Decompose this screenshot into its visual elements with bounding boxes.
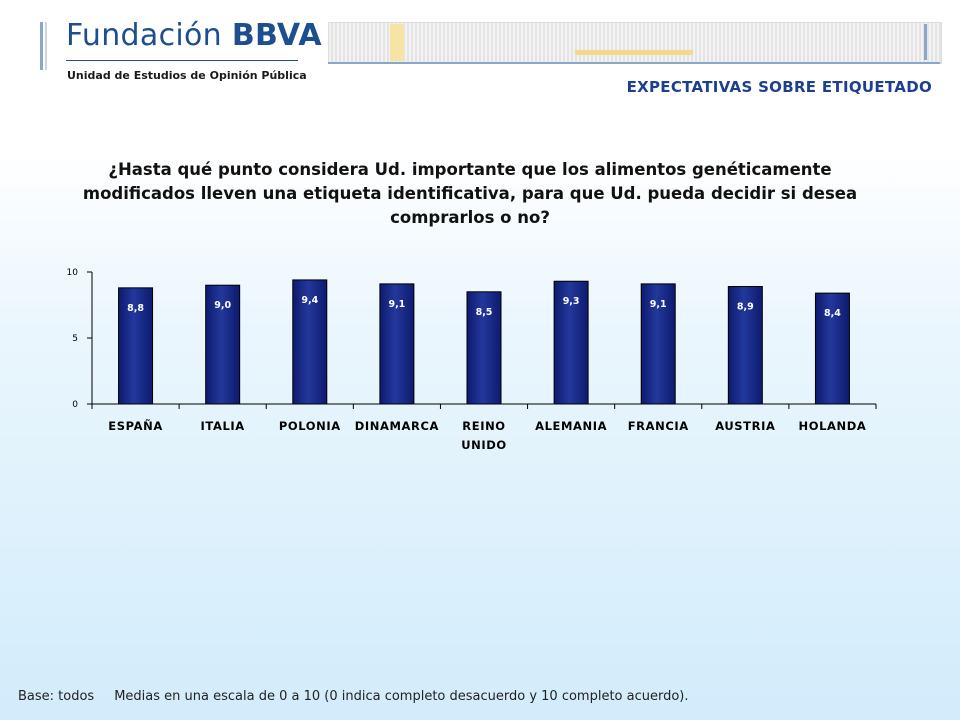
banner-highlight bbox=[390, 24, 404, 61]
bar bbox=[379, 283, 415, 405]
y-tick-label: 5 bbox=[72, 334, 78, 344]
bar bbox=[553, 280, 589, 405]
data-label: 9,3 bbox=[563, 296, 580, 307]
category-label: POLONIA bbox=[279, 419, 341, 433]
category-label: REINO bbox=[462, 419, 505, 433]
category-label: DINAMARCA bbox=[355, 419, 439, 433]
foundation-logo: Fundación BBVA bbox=[66, 18, 322, 53]
data-label: 8,5 bbox=[476, 307, 493, 318]
bar bbox=[466, 291, 502, 405]
data-label: 9,1 bbox=[650, 299, 667, 310]
section-title: EXPECTATIVAS SOBRE ETIQUETADO bbox=[626, 78, 932, 96]
category-label: HOLANDA bbox=[798, 419, 866, 433]
logo-accent-bar bbox=[40, 22, 43, 70]
footer-base: Base: todos bbox=[18, 689, 95, 704]
y-tick-label: 0 bbox=[72, 400, 78, 410]
bar bbox=[118, 287, 154, 405]
data-label: 9,4 bbox=[301, 295, 318, 306]
banner-rule bbox=[328, 62, 940, 64]
data-label: 9,1 bbox=[388, 299, 405, 310]
survey-question: ¿Hasta qué punto considera Ud. important… bbox=[82, 160, 858, 227]
banner-highlight-strip bbox=[575, 50, 693, 55]
category-label: AUSTRIA bbox=[715, 419, 775, 433]
category-label: FRANCIA bbox=[628, 419, 689, 433]
category-label: ITALIA bbox=[201, 419, 245, 433]
organization-name: Unidad de Estudios de Opinión Pública bbox=[67, 69, 307, 82]
data-label: 8,4 bbox=[824, 308, 841, 319]
data-label: 9,0 bbox=[214, 300, 231, 311]
category-label: ESPAÑA bbox=[108, 418, 163, 433]
bar bbox=[292, 279, 328, 405]
logo-underline bbox=[66, 60, 298, 61]
footer-scale-note: Medias en una escala de 0 a 10 (0 indica… bbox=[114, 689, 689, 704]
category-label: ALEMANIA bbox=[535, 419, 607, 433]
bar bbox=[814, 292, 850, 405]
bar bbox=[640, 283, 676, 405]
category-label: UNIDO bbox=[461, 438, 507, 452]
logo-accent-bar-light bbox=[45, 22, 47, 70]
bar bbox=[727, 286, 763, 405]
data-label: 8,9 bbox=[737, 302, 754, 313]
bar bbox=[205, 284, 241, 405]
data-label: 8,8 bbox=[127, 303, 144, 314]
y-tick-label: 10 bbox=[67, 268, 79, 278]
footer-note: Base: todos Medias en una escala de 0 a 1… bbox=[18, 689, 689, 704]
banner-vertical-bar bbox=[924, 24, 927, 60]
